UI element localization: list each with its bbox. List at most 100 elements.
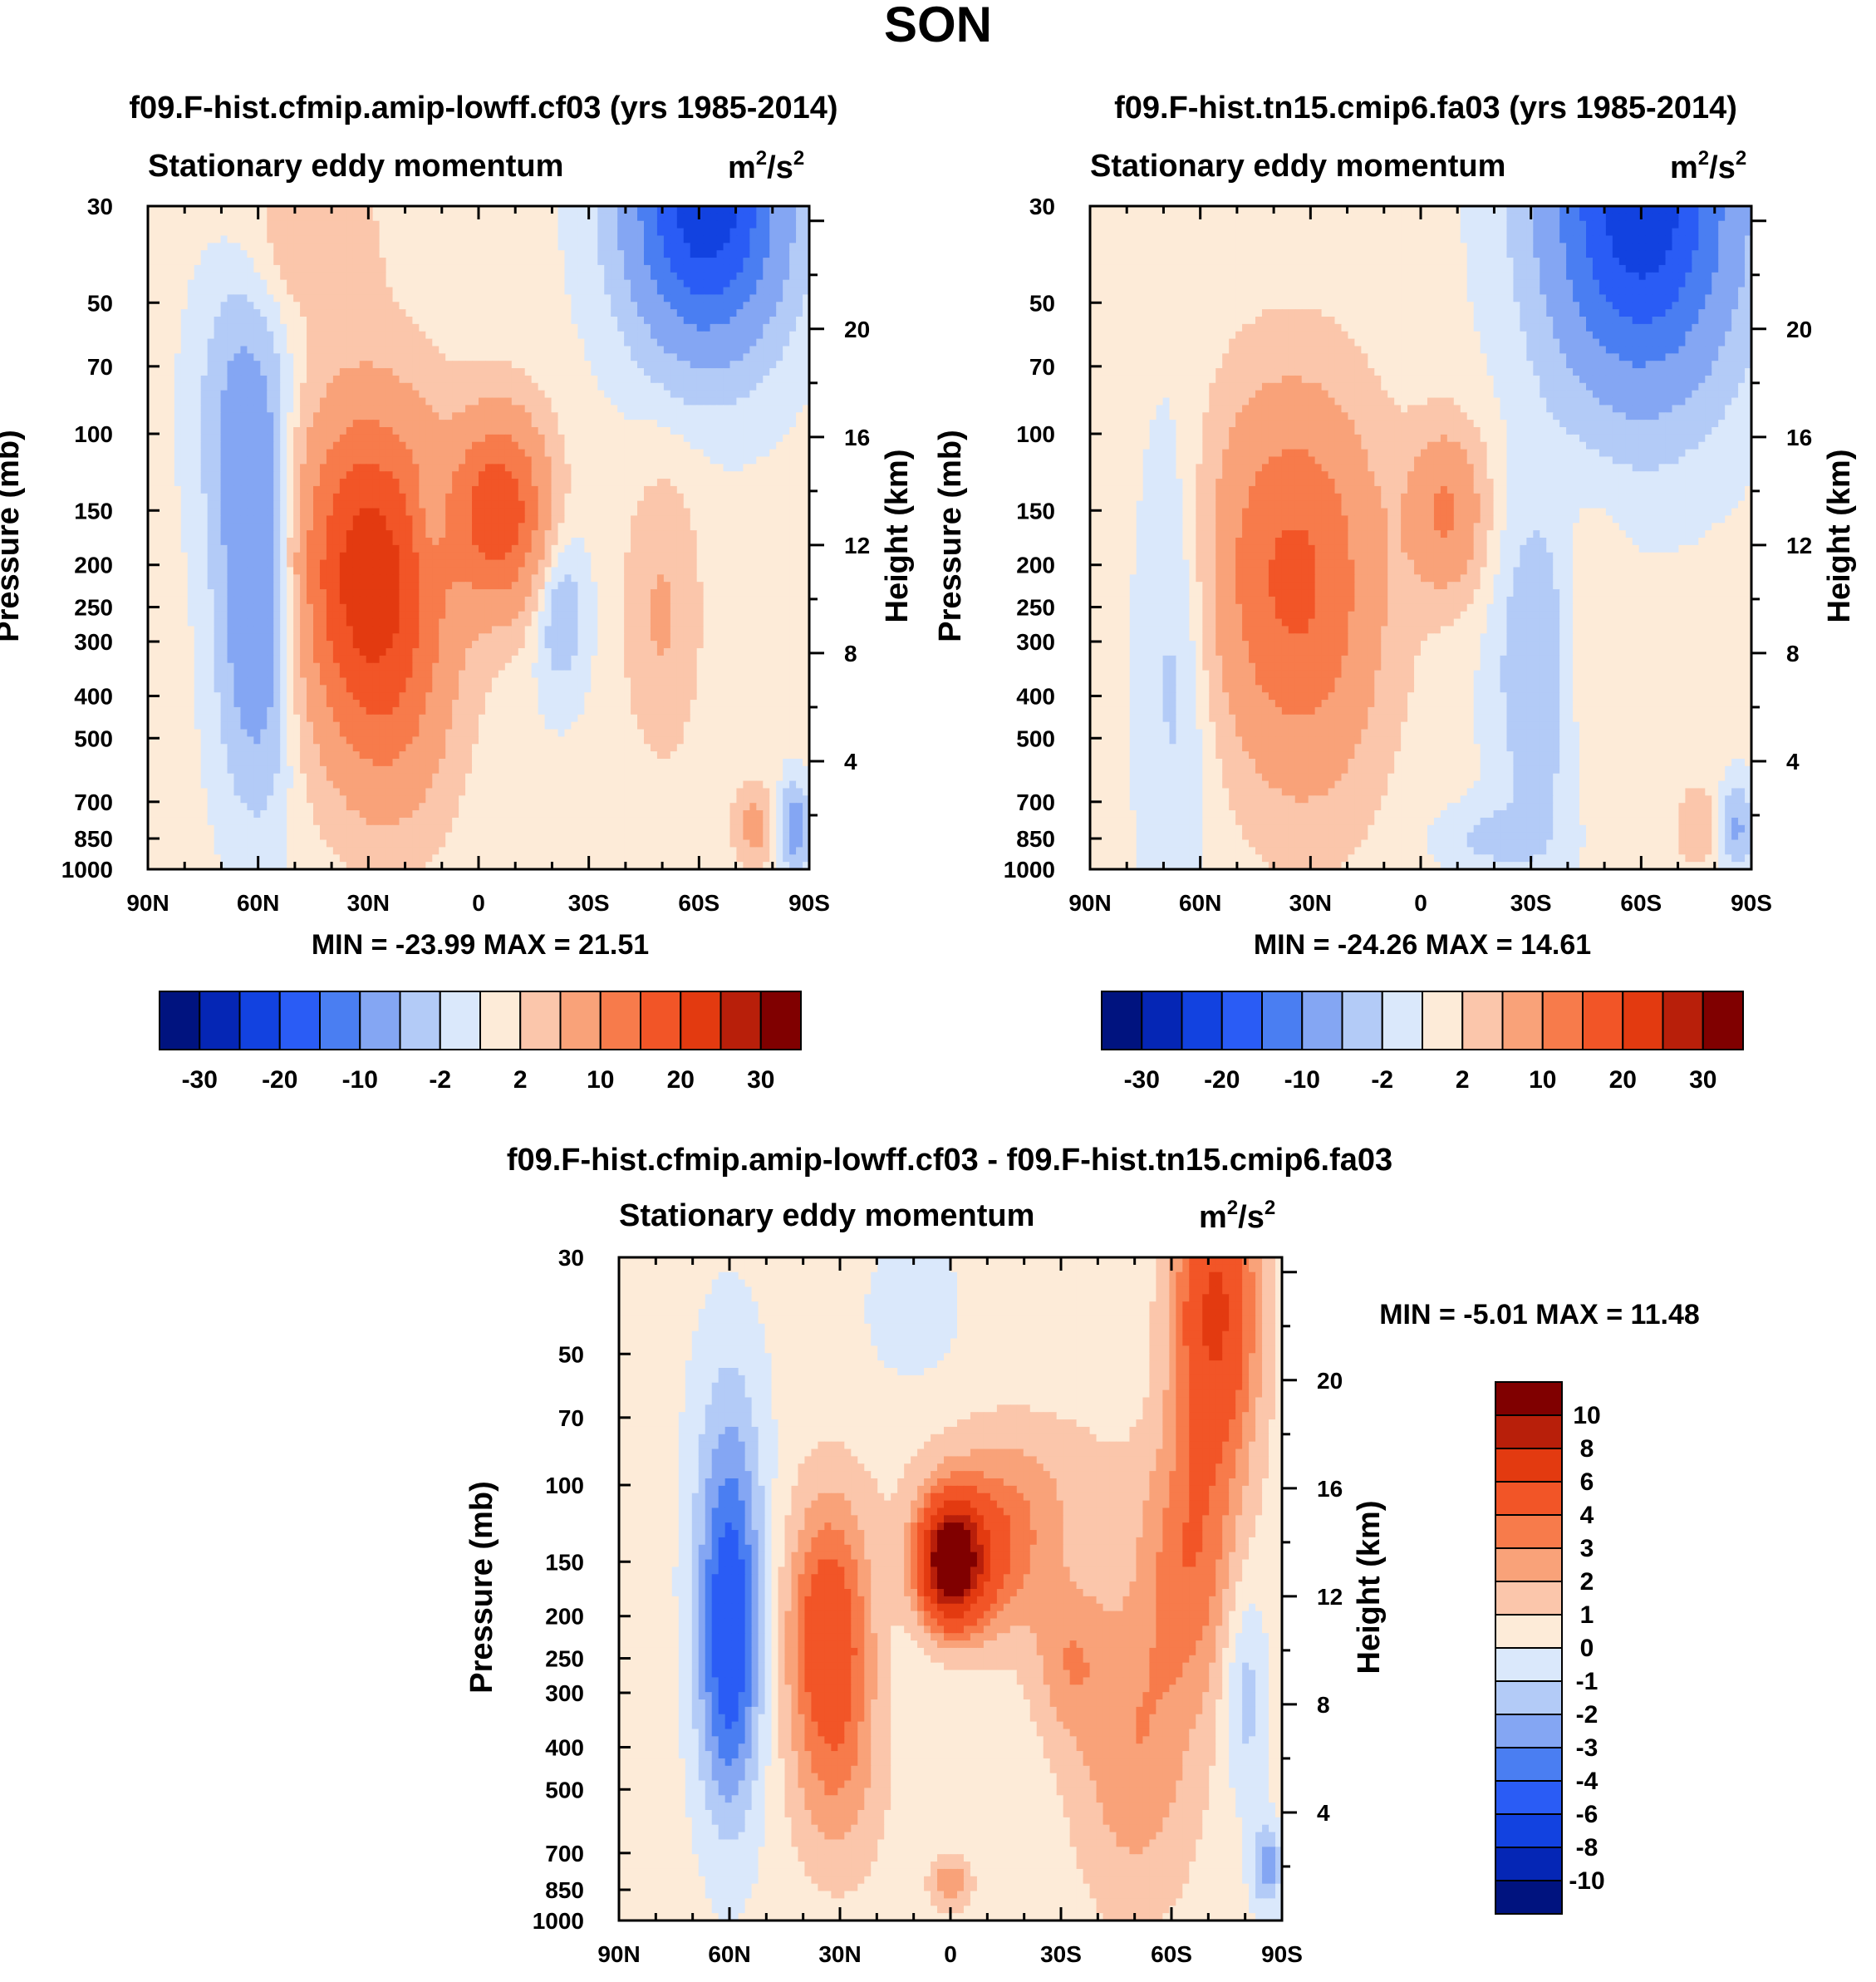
contour-cell bbox=[154, 323, 162, 332]
contour-cell bbox=[571, 397, 578, 406]
contour-cell bbox=[167, 287, 175, 295]
contour-cell bbox=[194, 346, 202, 354]
contour-cell bbox=[544, 338, 552, 347]
contour-cell bbox=[611, 361, 618, 369]
contour-cell bbox=[180, 294, 189, 302]
contour-cell bbox=[538, 287, 546, 295]
contour-cell bbox=[386, 353, 394, 361]
contour-cell bbox=[531, 485, 539, 494]
contour-cell bbox=[557, 427, 566, 435]
contour-cell bbox=[769, 397, 777, 406]
contour-cell bbox=[432, 331, 440, 340]
contour-cell bbox=[617, 471, 625, 480]
contour-cell bbox=[670, 500, 678, 509]
contour-cell bbox=[531, 331, 539, 340]
contour-cell bbox=[551, 258, 559, 266]
contour-cell bbox=[253, 397, 261, 406]
contour-cell bbox=[776, 420, 783, 428]
contour-cell bbox=[538, 375, 546, 384]
contour-cell bbox=[479, 302, 486, 310]
contour-cell bbox=[670, 515, 678, 524]
contour-cell bbox=[749, 368, 757, 376]
contour-cell bbox=[352, 287, 361, 295]
contour-cell bbox=[617, 456, 625, 465]
contour-cell bbox=[571, 493, 578, 502]
contour-cell bbox=[783, 544, 790, 553]
contour-cell bbox=[379, 471, 387, 480]
contour-cell bbox=[617, 412, 625, 420]
contour-cell bbox=[214, 427, 222, 435]
contour-cell bbox=[167, 382, 175, 391]
contour-cell bbox=[445, 552, 453, 561]
contour-cell bbox=[650, 515, 658, 524]
contour-cell bbox=[776, 523, 783, 531]
contour-cell bbox=[313, 235, 321, 243]
contour-cell bbox=[148, 213, 155, 222]
contour-cell bbox=[313, 471, 321, 480]
contour-cell bbox=[386, 530, 394, 539]
contour-cell bbox=[631, 220, 638, 229]
contour-cell bbox=[425, 309, 433, 317]
contour-cell bbox=[690, 294, 698, 302]
contour-cell bbox=[498, 449, 506, 458]
contour-cell bbox=[412, 287, 420, 295]
contour-cell bbox=[637, 272, 645, 281]
contour-cell bbox=[379, 220, 387, 229]
contour-cell bbox=[260, 508, 268, 516]
contour-cell bbox=[452, 382, 459, 391]
contour-cell bbox=[200, 206, 209, 214]
contour-cell bbox=[531, 382, 539, 391]
contour-cell bbox=[650, 530, 658, 539]
contour-cell bbox=[690, 250, 698, 258]
contour-cell bbox=[346, 353, 354, 361]
contour-cell bbox=[412, 279, 420, 288]
contour-cell bbox=[789, 464, 797, 472]
contour-cell bbox=[419, 530, 426, 539]
contour-cell bbox=[386, 361, 394, 369]
contour-cell bbox=[789, 206, 797, 214]
contour-cell bbox=[611, 493, 618, 502]
contour-cell bbox=[571, 331, 578, 340]
contour-cell bbox=[564, 346, 572, 354]
contour-cell bbox=[518, 272, 526, 281]
contour-cell bbox=[267, 493, 274, 502]
contour-cell bbox=[631, 213, 638, 222]
contour-cell bbox=[650, 346, 658, 354]
contour-cell bbox=[399, 434, 407, 443]
contour-cell bbox=[617, 500, 625, 509]
contour-cell bbox=[200, 302, 209, 310]
contour-cell bbox=[187, 206, 195, 214]
contour-cell bbox=[789, 449, 797, 458]
contour-cell bbox=[227, 538, 235, 546]
contour-cell bbox=[604, 530, 611, 539]
contour-cell bbox=[227, 331, 235, 340]
contour-cell bbox=[273, 264, 281, 273]
contour-cell bbox=[776, 500, 783, 509]
contour-cell bbox=[577, 250, 585, 258]
contour-cell bbox=[174, 213, 182, 222]
contour-cell bbox=[617, 331, 625, 340]
contour-cell bbox=[154, 441, 162, 450]
contour-cell bbox=[511, 500, 519, 509]
contour-cell bbox=[167, 508, 175, 516]
contour-cell bbox=[484, 243, 493, 251]
contour-cell bbox=[498, 397, 506, 406]
contour-cell bbox=[783, 500, 790, 509]
contour-cell bbox=[597, 471, 605, 480]
contour-cell bbox=[214, 559, 222, 568]
contour-cell bbox=[465, 493, 473, 502]
contour-cell bbox=[710, 523, 718, 531]
contour-cell bbox=[392, 390, 400, 399]
contour-cell bbox=[591, 456, 598, 465]
contour-cell bbox=[710, 559, 718, 568]
contour-cell bbox=[167, 493, 175, 502]
contour-cell bbox=[524, 464, 533, 472]
contour-cell bbox=[247, 523, 254, 531]
contour-cell bbox=[518, 552, 526, 561]
contour-cell bbox=[154, 485, 162, 494]
contour-cell bbox=[789, 530, 797, 539]
contour-cell bbox=[187, 375, 195, 384]
contour-cell bbox=[789, 250, 797, 258]
contour-cell bbox=[346, 250, 354, 258]
contour-cell bbox=[524, 346, 533, 354]
